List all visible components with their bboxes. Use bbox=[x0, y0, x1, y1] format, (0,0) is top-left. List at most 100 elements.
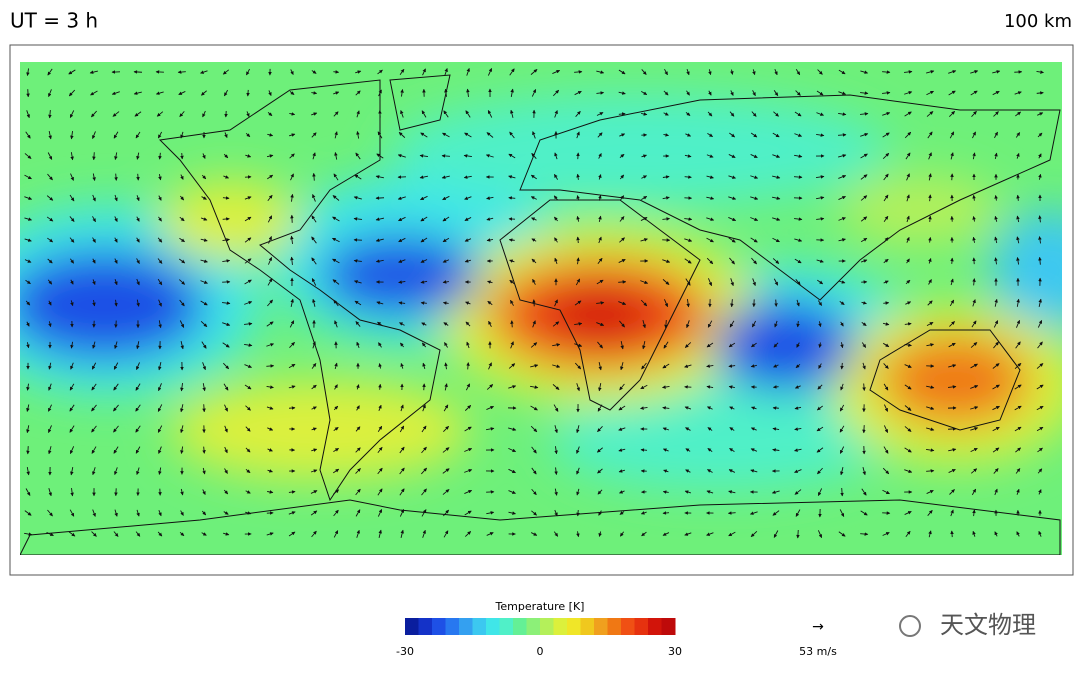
wind-arrow bbox=[662, 363, 670, 369]
wind-arrow bbox=[443, 425, 449, 433]
wind-arrow bbox=[267, 112, 273, 116]
wind-arrow bbox=[420, 301, 427, 305]
wind-arrow bbox=[751, 406, 757, 410]
wind-arrow bbox=[48, 446, 52, 455]
wind-arrow bbox=[684, 175, 692, 179]
wind-arrow bbox=[334, 384, 338, 390]
wind-arrow bbox=[531, 238, 537, 242]
wind-arrow bbox=[597, 257, 603, 265]
wind-arrow bbox=[222, 69, 230, 75]
wind-arrow bbox=[158, 152, 162, 160]
wind-arrow bbox=[399, 68, 405, 75]
wind-arrow bbox=[419, 175, 428, 179]
wind-arrow bbox=[861, 488, 867, 496]
wind-arrow bbox=[267, 133, 274, 137]
wind-arrow bbox=[861, 342, 867, 348]
wind-arrow bbox=[794, 133, 802, 137]
wind-arrow bbox=[750, 175, 759, 179]
wind-arrow bbox=[664, 68, 668, 76]
wind-arrow bbox=[92, 279, 96, 285]
wind-arrow bbox=[420, 132, 428, 138]
wind-arrow bbox=[422, 404, 426, 412]
wind-arrow bbox=[750, 364, 757, 368]
wind-arrow bbox=[928, 215, 932, 222]
wind-arrow bbox=[113, 404, 119, 412]
wind-arrow bbox=[597, 426, 603, 432]
wind-arrow bbox=[816, 196, 825, 200]
wind-arrow bbox=[92, 341, 96, 349]
wind-arrow bbox=[180, 152, 184, 160]
wind-arrow bbox=[47, 279, 53, 285]
wind-arrow bbox=[92, 131, 96, 140]
wind-arrow bbox=[554, 509, 558, 517]
wind-arrow bbox=[355, 426, 361, 432]
wind-arrow bbox=[422, 529, 426, 538]
wind-arrow bbox=[464, 405, 472, 411]
wind-arrow bbox=[818, 342, 822, 348]
wind-arrow bbox=[554, 110, 558, 118]
wind-arrow bbox=[576, 425, 580, 434]
wind-arrow bbox=[290, 298, 294, 307]
wind-arrow bbox=[244, 258, 252, 264]
wind-arrow bbox=[904, 511, 912, 515]
wind-arrow bbox=[353, 259, 362, 263]
wind-arrow bbox=[729, 132, 736, 138]
wind-arrow bbox=[114, 152, 118, 160]
wind-arrow bbox=[288, 406, 296, 410]
wind-arrow bbox=[641, 195, 648, 201]
wind-arrow bbox=[311, 278, 317, 286]
wind-arrow bbox=[728, 154, 736, 158]
wind-arrow bbox=[25, 131, 31, 139]
wind-arrow bbox=[596, 112, 604, 116]
wind-arrow bbox=[486, 427, 495, 431]
wind-arrow bbox=[905, 530, 911, 538]
wind-arrow bbox=[992, 447, 1000, 453]
wind-arrow bbox=[158, 446, 162, 454]
wind-arrow bbox=[91, 425, 97, 433]
wind-arrow bbox=[576, 215, 580, 222]
wind-arrow bbox=[772, 175, 781, 179]
wind-arrow bbox=[926, 448, 935, 452]
wind-arrow bbox=[993, 111, 999, 117]
wind-arrow bbox=[730, 299, 734, 308]
wind-arrow bbox=[465, 383, 471, 391]
wind-arrow bbox=[598, 153, 602, 159]
wind-arrow bbox=[114, 237, 118, 243]
wind-arrow bbox=[707, 406, 713, 410]
wind-arrow bbox=[114, 467, 118, 476]
wind-arrow bbox=[795, 279, 801, 286]
wind-arrow bbox=[464, 132, 472, 138]
wind-arrow bbox=[883, 301, 890, 305]
wind-arrow bbox=[443, 404, 449, 412]
wind-arrow bbox=[706, 490, 714, 494]
wind-arrow bbox=[178, 258, 186, 264]
wind-arrow bbox=[883, 280, 889, 284]
wind-arrow bbox=[224, 404, 228, 412]
wind-arrow bbox=[618, 469, 626, 473]
wind-arrow bbox=[838, 91, 846, 95]
wind-arrow bbox=[641, 69, 647, 75]
wind-arrow bbox=[246, 89, 250, 97]
wind-arrow bbox=[70, 488, 74, 497]
wind-arrow bbox=[202, 489, 206, 495]
wind-arrow bbox=[619, 216, 625, 222]
wind-arrow bbox=[684, 364, 692, 368]
wind-arrow bbox=[487, 110, 493, 118]
wind-arrow bbox=[332, 237, 340, 243]
wind-arrow bbox=[70, 152, 74, 161]
wind-arrow bbox=[992, 384, 1000, 390]
wind-arrow bbox=[816, 112, 824, 116]
wind-arrow bbox=[69, 194, 75, 202]
wind-arrow bbox=[706, 154, 714, 158]
wind-arrow bbox=[288, 385, 296, 389]
wind-arrow bbox=[26, 425, 30, 434]
wind-arrow bbox=[882, 70, 891, 74]
wind-arrow bbox=[333, 509, 339, 517]
colorbar-segment bbox=[432, 618, 446, 635]
wind-arrow bbox=[508, 511, 516, 515]
wind-arrow bbox=[288, 363, 296, 369]
wind-arrow bbox=[640, 238, 648, 242]
wind-arrow bbox=[488, 320, 492, 327]
wind-arrow bbox=[180, 174, 184, 180]
wind-arrow bbox=[312, 341, 316, 349]
